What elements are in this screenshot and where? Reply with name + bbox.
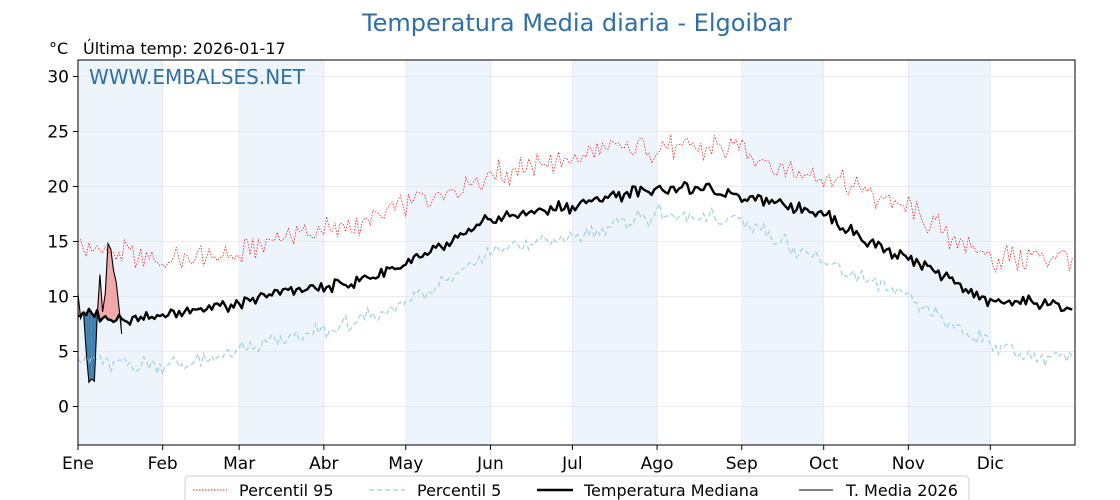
- legend-box: [184, 475, 970, 500]
- y-tick-label-15: 15: [47, 233, 69, 253]
- x-tick-label-ene: Ene: [62, 454, 94, 474]
- unit-label: °C: [49, 39, 68, 58]
- plot-frame: [77, 59, 1076, 446]
- y-tick-label-25: 25: [47, 123, 69, 143]
- x-tick-label-abr: Abr: [309, 454, 338, 474]
- x-tick-label-jul: Jul: [561, 454, 583, 474]
- y-axis: 0 5 10 15 20 25 30: [47, 68, 78, 418]
- x-tick-label-oct: Oct: [809, 454, 839, 474]
- anomaly-fill-day-6: [91, 313, 95, 382]
- x-tick-label-ago: Ago: [641, 454, 674, 474]
- y-tick-label-5: 5: [58, 343, 69, 363]
- anomaly-fill-day-12: [108, 243, 111, 320]
- legend-label-median: Temperatura Mediana: [583, 481, 759, 500]
- x-axis: Ene Feb Mar Abr May Jun Jul Ago Sep Oct Nov Dic: [62, 445, 1004, 474]
- month-band-may: [405, 60, 491, 445]
- chart-title: Temperatura Media diaria - Elgoibar: [361, 9, 792, 37]
- x-tick-label-mar: Mar: [223, 454, 255, 474]
- last-temp-label: Última temp: 2026-01-17: [83, 39, 286, 58]
- series-line-p95: [77, 134, 1073, 274]
- series-line-p5: [77, 201, 1073, 377]
- legend-label-p95: Percentil 95: [239, 481, 334, 500]
- x-tick-label-jun: Jun: [476, 454, 504, 474]
- y-tick-label-20: 20: [47, 178, 69, 198]
- x-tick-label-sep: Sep: [726, 454, 758, 474]
- y-tick-label-10: 10: [47, 288, 69, 308]
- legend: Percentil 95 Percentil 5 Temperatura Med…: [184, 475, 970, 500]
- series-group: [77, 134, 1073, 384]
- legend-label-current: T. Media 2026: [845, 481, 958, 500]
- month-band-nov: [908, 60, 991, 445]
- anomaly-fill-day-5: [88, 308, 92, 383]
- month-bands: [78, 60, 991, 445]
- month-band-sep: [741, 60, 824, 445]
- x-tick-label-may: May: [388, 454, 423, 474]
- x-tick-label-nov: Nov: [892, 454, 925, 474]
- series-line-median: [77, 181, 1073, 326]
- month-band-ene: [78, 60, 163, 445]
- x-tick-label-dic: Dic: [977, 454, 1004, 474]
- y-tick-label-0: 0: [58, 398, 69, 418]
- anomaly-fill-day-4: [86, 308, 89, 383]
- month-band-mar: [239, 60, 324, 445]
- x-tick-label-feb: Feb: [148, 454, 178, 474]
- month-band-jul: [572, 60, 658, 445]
- series-line-current-2026: [77, 241, 123, 384]
- y-tick-label-30: 30: [47, 68, 69, 88]
- watermark: WWW.EMBALSES.NET: [89, 65, 306, 89]
- anomaly-fill-day-14: [113, 270, 117, 323]
- legend-label-p5: Percentil 5: [417, 481, 501, 500]
